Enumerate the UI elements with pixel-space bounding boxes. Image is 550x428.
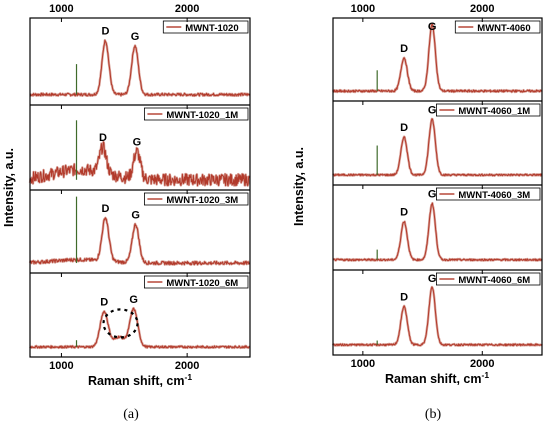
- peak-label-d: D: [400, 207, 408, 219]
- spectrum-line: [29, 307, 250, 349]
- legend-label: MWNT-4060: [477, 23, 530, 34]
- legend-label: MWNT-4060_3M: [458, 190, 530, 201]
- chart-panel-b: 1000 2000 1000 2000 D G MWNT-4060 D G MWNT-4060_1…: [292, 3, 543, 422]
- panel-caption: (a): [123, 407, 139, 422]
- peak-label-d: D: [99, 132, 107, 144]
- spectrum-line: [332, 202, 543, 262]
- y-axis-title: Intensity, a.u.: [2, 148, 16, 227]
- x-axis-title: Raman shift, cm-1: [88, 372, 192, 388]
- x-axis-title-superscript: -1: [185, 372, 193, 382]
- peak-label-d: D: [101, 203, 109, 215]
- legend-box: [435, 272, 541, 286]
- bottom-x-tick-label: 1000: [49, 360, 73, 372]
- legend-label: MWNT-4060_1M: [458, 106, 530, 117]
- legend-label: MWNT-1020_3M: [166, 195, 238, 206]
- peak-label-d: D: [400, 292, 408, 304]
- spectrum-line-shadow: [28, 306, 251, 350]
- spectrum-line-shadow: [28, 216, 251, 266]
- peak-label-d: D: [400, 43, 408, 55]
- plot-frame: [29, 17, 251, 358]
- subplot-mwnt-4060-1m: D G MWNT-4060_1M: [332, 101, 543, 177]
- spectrum-line-shadow: [331, 285, 543, 347]
- top-x-tick-label: 1000: [49, 3, 73, 15]
- legend-label: MWNT-1020_6M: [166, 278, 238, 289]
- legend-box: [143, 275, 249, 289]
- bottom-x-tick-label: 2000: [175, 360, 199, 372]
- subplot-mwnt-4060-6m: D G MWNT-4060_6M: [331, 270, 543, 347]
- legend-box: [435, 187, 541, 201]
- subplot-mwnt-1020-6m: D G MWNT-1020_6M: [28, 273, 251, 350]
- bottom-x-tick-label: 1000: [351, 358, 375, 370]
- spectrum-line: [29, 141, 251, 187]
- x-axis-title-main: Raman shift, cm: [88, 374, 185, 388]
- legend-box: [435, 103, 541, 117]
- spectrum-line: [29, 217, 251, 266]
- legend-label: MWNT-1020: [185, 23, 238, 34]
- legend-label: MWNT-1020_1M: [166, 110, 238, 121]
- legend-box: [162, 20, 249, 34]
- spectrum-line-shadow: [29, 39, 251, 98]
- peak-label-g: G: [428, 273, 437, 285]
- chart-panel-a: 1000 2000 1000 2000 D G MWNT-1020 D G MWNT-1020_1…: [2, 3, 251, 422]
- peak-label-g: G: [133, 137, 142, 149]
- bottom-x-tick-label: 2000: [470, 358, 494, 370]
- y-axis-title: Intensity, a.u.: [292, 147, 306, 226]
- spectrum-line: [332, 286, 543, 347]
- subplot-mwnt-4060-3m: D G MWNT-4060_3M: [332, 185, 543, 262]
- panel-caption: (b): [425, 407, 442, 422]
- peak-label-d: D: [400, 122, 408, 134]
- plot-frame: [332, 17, 543, 356]
- spectrum-line-shadow: [332, 117, 543, 177]
- spectrum-line: [332, 23, 543, 93]
- spectrum-line-shadow: [331, 23, 543, 94]
- subplot-mwnt-1020: D G MWNT-1020: [29, 18, 251, 98]
- subplot-mwnt-1020-1m: D G MWNT-1020_1M: [28, 105, 251, 187]
- peak-label-g: G: [129, 294, 138, 306]
- peak-label-g: G: [131, 31, 140, 43]
- top-x-tick-label: 1000: [351, 3, 375, 15]
- legend-box: [454, 20, 541, 34]
- legend-label: MWNT-4060_6M: [458, 275, 530, 286]
- spectrum-line: [332, 118, 542, 177]
- subplot-mwnt-1020-3m: D G MWNT-1020_3M: [28, 190, 251, 266]
- x-axis-title-main: Raman shift, cm: [385, 372, 482, 386]
- spectrum-line: [29, 39, 251, 97]
- peak-label-g: G: [428, 21, 437, 33]
- highlight-circle: [102, 308, 139, 339]
- x-axis-title-superscript: -1: [482, 370, 490, 380]
- x-axis-title: Raman shift, cm-1: [385, 370, 489, 386]
- top-x-tick-label: 2000: [470, 3, 494, 15]
- subplot-mwnt-4060: D G MWNT-4060: [331, 18, 543, 94]
- peak-label-d: D: [101, 26, 109, 38]
- peak-label-g: G: [428, 104, 437, 116]
- spectrum-line-shadow: [332, 201, 543, 262]
- legend-box: [143, 192, 249, 206]
- top-x-tick-label: 2000: [175, 3, 199, 15]
- peak-label-g: G: [428, 189, 437, 201]
- peak-label-d: D: [100, 297, 108, 309]
- peak-label-g: G: [131, 209, 140, 221]
- legend-box: [143, 107, 249, 121]
